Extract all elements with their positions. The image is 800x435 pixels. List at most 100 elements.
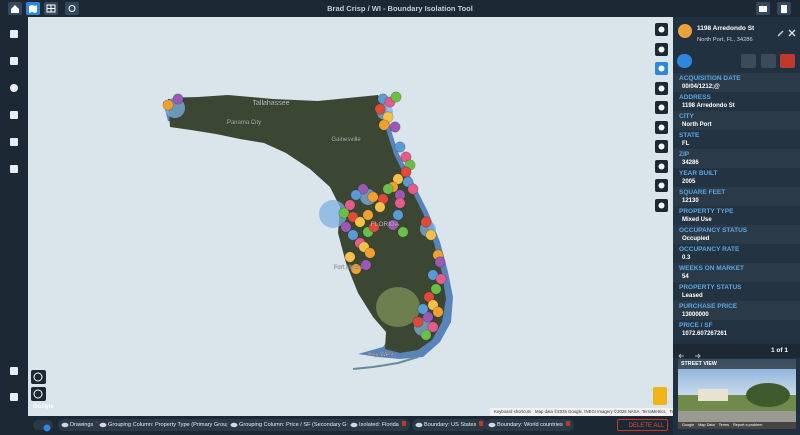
sidebar-icon [8, 365, 20, 377]
map-place-label: Panama City [227, 120, 261, 126]
chip-remove[interactable] [479, 421, 483, 426]
property-marker[interactable] [436, 274, 446, 284]
prev-button[interactable] [678, 347, 686, 355]
report-button[interactable] [777, 2, 791, 15]
property-marker[interactable] [431, 284, 441, 294]
map-tool-button[interactable] [655, 160, 668, 173]
property-marker[interactable] [163, 100, 173, 110]
zoom-out-button[interactable] [31, 387, 46, 401]
field-row: PROPERTY STATUSLeased [673, 282, 800, 301]
map-tool-button[interactable] [655, 23, 668, 36]
property-marker[interactable] [375, 104, 385, 114]
property-marker[interactable] [426, 230, 436, 240]
map-tool-button[interactable] [655, 62, 668, 75]
property-marker[interactable] [363, 210, 373, 220]
property-marker[interactable] [393, 210, 403, 220]
property-marker[interactable] [433, 307, 443, 317]
field-row: YEAR BUILT2005 [673, 168, 800, 187]
icon-shape [659, 163, 665, 169]
sidebar-icon [8, 391, 20, 403]
sidebar-button[interactable] [8, 27, 20, 39]
delete-button[interactable] [780, 54, 795, 68]
undo-button[interactable] [65, 2, 79, 15]
property-marker[interactable] [351, 190, 361, 200]
map-tool-button[interactable] [655, 199, 668, 212]
download-button[interactable] [677, 54, 692, 68]
filter-chip[interactable]: Boundary: US States [412, 419, 487, 431]
property-marker[interactable] [345, 252, 355, 262]
sidebar-button[interactable] [8, 162, 20, 174]
property-marker[interactable] [428, 322, 438, 332]
property-marker[interactable] [355, 217, 365, 227]
sidebar-button[interactable] [8, 364, 20, 376]
chip-remove[interactable] [566, 421, 570, 426]
property-marker[interactable] [413, 317, 423, 327]
layer-toggle[interactable] [33, 420, 53, 430]
map-tool-icon [655, 101, 668, 114]
property-marker[interactable] [341, 222, 351, 232]
property-marker[interactable] [401, 167, 411, 177]
next-button[interactable] [693, 347, 701, 355]
property-marker[interactable] [348, 230, 358, 240]
close-button[interactable] [788, 24, 796, 32]
map-tool-button[interactable] [655, 179, 668, 192]
property-marker[interactable] [395, 142, 405, 152]
property-marker[interactable] [421, 330, 431, 340]
street-view-footer-item[interactable]: Terms [719, 423, 729, 427]
property-marker[interactable] [365, 248, 375, 258]
street-view[interactable]: STREET VIEW GoogleMap DataTermsReport a … [678, 359, 796, 429]
edit-button[interactable] [777, 24, 785, 32]
property-marker[interactable] [395, 198, 405, 208]
sidebar-button[interactable] [8, 54, 20, 66]
property-marker[interactable] [408, 184, 418, 194]
property-marker[interactable] [435, 257, 445, 267]
icon-shape [10, 84, 18, 92]
icon-shape [231, 423, 238, 427]
zoom-in-button[interactable] [31, 370, 46, 384]
sidebar-button[interactable] [8, 390, 20, 402]
map-tool-button[interactable] [655, 43, 668, 56]
property-marker[interactable] [375, 202, 385, 212]
filter-chip[interactable]: Grouping Column: Property Type (Primary … [96, 419, 242, 431]
map-tool-button[interactable] [655, 121, 668, 134]
map-place-label: Key West [368, 352, 394, 358]
map-button[interactable] [26, 2, 40, 15]
icon-shape [62, 423, 69, 427]
grid-button[interactable] [44, 2, 58, 15]
icon-shape [10, 138, 18, 146]
property-marker[interactable] [173, 94, 183, 104]
field-label: ADDRESS [679, 94, 711, 101]
property-marker[interactable] [391, 92, 401, 102]
icon-shape [10, 165, 18, 173]
property-marker[interactable] [368, 192, 378, 202]
sidebar-button[interactable] [8, 81, 20, 93]
filter-chip[interactable]: Isolated: Florida [347, 419, 410, 431]
delete-all-button[interactable]: DELETE ALL [617, 419, 668, 431]
field-value: 2005 [682, 179, 695, 185]
export-button[interactable] [756, 2, 770, 15]
property-marker[interactable] [379, 120, 389, 130]
map-tool-button[interactable] [655, 101, 668, 114]
map-tool-button[interactable] [655, 82, 668, 95]
map-tool-button[interactable] [655, 140, 668, 153]
filter-chip[interactable]: Boundary: World countries [485, 419, 574, 431]
settings-button[interactable] [741, 54, 756, 68]
chip-remove[interactable] [402, 421, 406, 426]
property-marker[interactable] [418, 304, 428, 314]
street-view-footer-item[interactable]: Report a problem [733, 423, 762, 427]
property-marker[interactable] [383, 184, 393, 194]
property-marker[interactable] [421, 217, 431, 227]
map-tool-icon [655, 121, 668, 134]
property-marker[interactable] [361, 260, 371, 270]
pegman-button[interactable] [653, 387, 667, 405]
property-marker[interactable] [390, 122, 400, 132]
shortcuts-link[interactable]: Keyboard shortcuts [494, 409, 531, 414]
sidebar-button[interactable] [8, 108, 20, 120]
property-marker[interactable] [398, 227, 408, 237]
field-label: PURCHASE PRICE [679, 303, 737, 310]
street-view-footer-item[interactable]: Map Data [698, 423, 714, 427]
icon-shape [10, 30, 18, 38]
tools-button[interactable] [761, 54, 776, 68]
sidebar-button[interactable] [8, 135, 20, 147]
home-button[interactable] [8, 2, 22, 15]
